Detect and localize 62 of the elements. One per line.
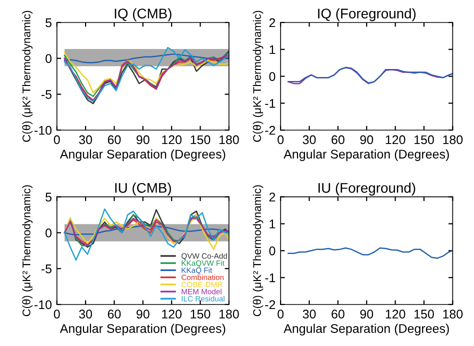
x-tick-label: 150	[190, 310, 210, 319]
x-tick-label: 60	[332, 310, 344, 319]
x-tick-label: 60	[332, 135, 344, 144]
y-tick-label: -1	[265, 99, 276, 108]
chart-title: IU (CMB)	[115, 182, 171, 196]
y-axis-title: C(θ) (μK² Thermodynamic)	[252, 10, 264, 142]
chart-title: IQ (Foreground)	[318, 8, 416, 22]
y-tick-label: 2	[269, 18, 276, 28]
y-tick-label: 2	[269, 192, 276, 202]
x-tick-label: 180	[443, 135, 463, 144]
y-axis-title: C(θ) (μK² Thermodynamic)	[22, 10, 33, 142]
x-tick-label: 30	[302, 310, 316, 319]
y-tick-label: 1	[270, 220, 276, 228]
y-axis-title: C(θ) (μK² Thermodynamic)	[252, 185, 264, 316]
chart-title: IQ (CMB)	[114, 8, 172, 22]
y-tick-label: -10	[34, 300, 52, 310]
x-tick-label: 180	[219, 310, 239, 319]
x-tick-label: 0	[278, 135, 284, 144]
y-tick-label: 0	[269, 72, 276, 81]
y-tick-label: -5	[41, 90, 52, 99]
y-tick-label: 0	[46, 228, 52, 238]
x-tick-label: 150	[414, 310, 434, 319]
line-series	[64, 53, 229, 64]
x-tick-label: 0	[54, 310, 60, 319]
x-tick-label: 30	[79, 135, 92, 144]
y-tick-label: -1	[265, 274, 276, 282]
x-axis-title: Angular Separation (Degrees)	[60, 149, 226, 162]
y-tick-label: -2	[265, 126, 276, 135]
x-tick-label: 30	[79, 310, 92, 319]
y-tick-label: 5	[46, 18, 52, 28]
y-tick-label: -2	[265, 300, 276, 310]
x-tick-label: 150	[414, 135, 434, 144]
x-tick-label: 0	[54, 135, 60, 144]
x-axis-title: Angular Separation (Degrees)	[284, 149, 449, 162]
y-tick-label: -10	[34, 126, 52, 135]
x-axis-title: Angular Separation (Degrees)	[284, 324, 449, 336]
x-tick-label: 0	[278, 310, 284, 319]
line-series	[64, 208, 229, 261]
line-series	[64, 224, 229, 236]
x-tick-label: 120	[386, 135, 406, 144]
x-tick-label: 90	[136, 310, 150, 319]
x-tick-label: 150	[190, 135, 210, 144]
y-tick-label: 0	[46, 54, 52, 64]
x-tick-label: 30	[302, 135, 316, 144]
x-tick-label: 180	[219, 135, 239, 144]
x-tick-label: 120	[162, 135, 182, 144]
x-tick-label: 120	[162, 310, 182, 319]
y-tick-label: 5	[46, 192, 52, 202]
x-tick-label: 60	[108, 135, 121, 144]
x-tick-label: 180	[443, 310, 463, 319]
x-tick-label: 90	[136, 135, 150, 144]
y-tick-label: -5	[41, 264, 52, 274]
chart-title: IU (Foreground)	[318, 182, 416, 196]
y-axis-title: C(θ) (μK² Thermodynamic)	[22, 185, 33, 316]
x-tick-label: 90	[360, 135, 374, 144]
y-tick-label: 0	[269, 246, 276, 256]
x-tick-label: 120	[386, 310, 406, 319]
x-tick-label: 90	[360, 310, 374, 319]
y-tick-label: 1	[270, 45, 276, 54]
x-axis-title: Angular Separation (Degrees)	[60, 324, 226, 336]
x-tick-label: 60	[108, 310, 121, 319]
line-series	[288, 247, 453, 259]
